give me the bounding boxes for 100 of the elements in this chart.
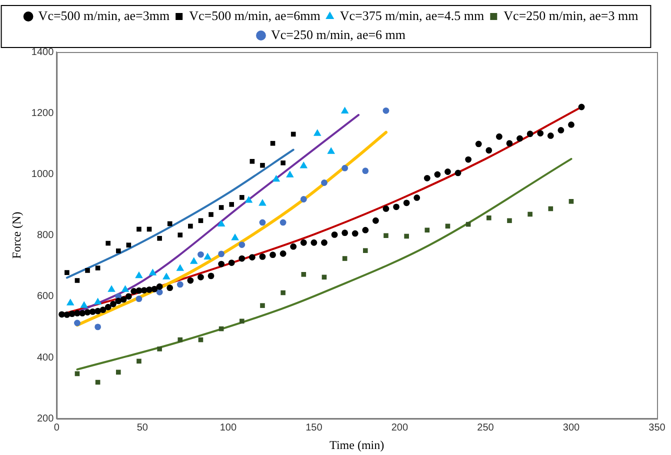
point: [238, 255, 246, 262]
point: [176, 264, 184, 271]
point: [208, 272, 214, 280]
point: [218, 205, 224, 210]
x-tick-label: 150: [306, 422, 323, 434]
point: [301, 272, 306, 277]
point: [260, 162, 265, 168]
point: [178, 232, 183, 238]
point: [578, 104, 585, 110]
point: [116, 248, 121, 254]
point: [208, 212, 214, 217]
x-axis-title: Time (min): [330, 438, 384, 452]
point: [166, 284, 174, 292]
point: [548, 206, 554, 212]
point: [280, 250, 286, 257]
point: [362, 226, 369, 234]
x-tick-label: 350: [648, 422, 666, 434]
point: [74, 320, 80, 326]
point: [558, 127, 564, 134]
x-tick-label: 250: [477, 422, 494, 434]
x-tick-label: 300: [562, 422, 580, 434]
point: [528, 212, 532, 217]
point: [362, 168, 369, 174]
point: [178, 337, 183, 342]
point: [342, 164, 348, 172]
legend-label: Vc=500 m/min, ae=3mm: [38, 8, 170, 23]
point: [372, 217, 379, 224]
point: [272, 174, 280, 182]
point: [260, 303, 265, 308]
point: [424, 174, 430, 182]
point: [434, 171, 441, 178]
point: [445, 224, 450, 229]
point: [94, 324, 102, 330]
y-tick-label: 200: [36, 413, 54, 424]
point: [115, 298, 122, 304]
point: [290, 243, 297, 250]
point: [259, 219, 266, 226]
x-tick-label: 200: [391, 422, 408, 434]
point: [270, 252, 276, 258]
point: [244, 196, 253, 203]
point: [110, 300, 116, 308]
point: [321, 239, 328, 246]
point: [414, 194, 420, 201]
point: [547, 132, 554, 139]
point: [231, 234, 239, 240]
point: [384, 233, 388, 238]
point: [108, 285, 116, 292]
point: [424, 228, 430, 233]
point: [64, 312, 70, 318]
point: [280, 219, 286, 226]
legend-label: Vc=375 m/min, ae=4.5 mm: [340, 8, 484, 23]
point: [238, 242, 246, 248]
point: [248, 254, 256, 260]
line-series: [66, 148, 294, 279]
point: [322, 274, 327, 280]
point: [94, 298, 102, 304]
point: [486, 215, 492, 220]
point: [204, 252, 212, 260]
point: [403, 200, 410, 206]
y-axis-title: Force (N): [9, 212, 24, 259]
point: [313, 129, 322, 136]
legend-label: Vc=250 m/min, ae=3 mm: [504, 8, 638, 23]
point: [151, 286, 158, 292]
point: [465, 156, 472, 163]
y-tick-label: 600: [36, 291, 54, 302]
point: [342, 230, 348, 236]
point: [85, 268, 90, 273]
point: [198, 274, 204, 280]
point: [454, 170, 462, 176]
point: [340, 106, 349, 114]
point: [94, 308, 102, 314]
y-tick-label: 1200: [31, 108, 54, 119]
point: [331, 231, 338, 238]
point: [148, 268, 157, 276]
point: [176, 281, 184, 288]
point: [80, 301, 88, 308]
point: [58, 311, 65, 318]
point: [84, 309, 91, 316]
point: [516, 135, 523, 142]
point: [116, 370, 121, 375]
point: [537, 130, 544, 136]
point: [187, 277, 194, 284]
point: [156, 283, 163, 290]
point: [190, 257, 198, 264]
line-series: [76, 130, 388, 327]
point: [258, 199, 266, 206]
point: [121, 285, 130, 292]
point: [310, 239, 318, 246]
x-tick-label: 100: [220, 422, 237, 434]
point: [506, 140, 513, 147]
point: [130, 288, 138, 294]
point: [218, 250, 225, 258]
point: [239, 318, 244, 324]
y-tick-label: 800: [36, 230, 54, 242]
point: [352, 230, 358, 237]
point: [64, 270, 70, 275]
point: [382, 206, 390, 212]
point: [280, 160, 286, 166]
point: [157, 236, 162, 241]
point: [362, 248, 368, 253]
